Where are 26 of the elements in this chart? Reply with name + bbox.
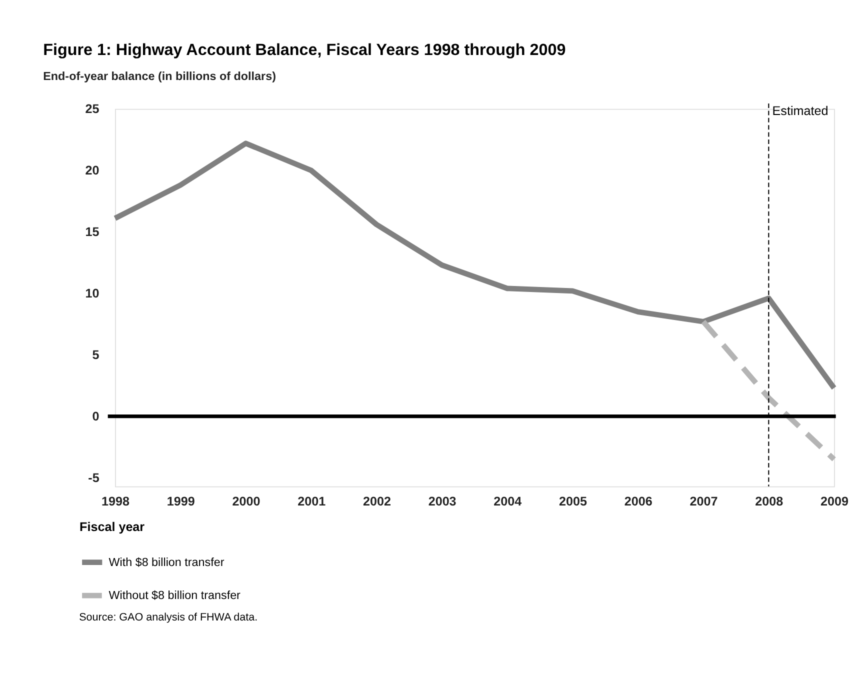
x-axis-title: Fiscal year [80,520,145,534]
x-tick-label: 2009 [820,494,848,509]
ref-line-label: Estimated [772,104,828,118]
x-tick-label: 2001 [298,494,326,509]
legend-label: With $8 billion transfer [108,556,224,569]
y-tick-label: 5 [92,348,100,362]
chart-title: Figure 1: Highway Account Balance, Fiscal Years 1998 through 2009 [43,40,566,59]
x-tick-label: 2002 [362,494,391,509]
x-tick-label: 1998 [101,494,130,509]
y-tick-label: 25 [85,102,100,116]
x-tick-label: 2005 [559,494,588,509]
y-tick-label: 20 [85,163,100,178]
x-tick-label: 2004 [494,494,522,509]
x-tick-label: 2000 [232,494,260,509]
source-note: Source: GAO analysis of FHWA data. [79,611,258,624]
y-tick-label: 15 [85,224,100,239]
x-tick-label: 2007 [690,494,718,509]
x-tick-label: 1999 [166,494,195,509]
y-tick-label: 0 [92,409,100,424]
x-tick-label: 2006 [624,494,652,509]
x-tick-label: 2008 [755,494,784,509]
y-tick-label: -5 [88,470,100,485]
legend-label: Without $8 billion transfer [108,589,241,602]
y-axis-title: End-of-year balance (in billions of dollars) [43,70,276,84]
x-tick-label: 2003 [428,494,456,509]
y-tick-label: 10 [85,286,100,300]
